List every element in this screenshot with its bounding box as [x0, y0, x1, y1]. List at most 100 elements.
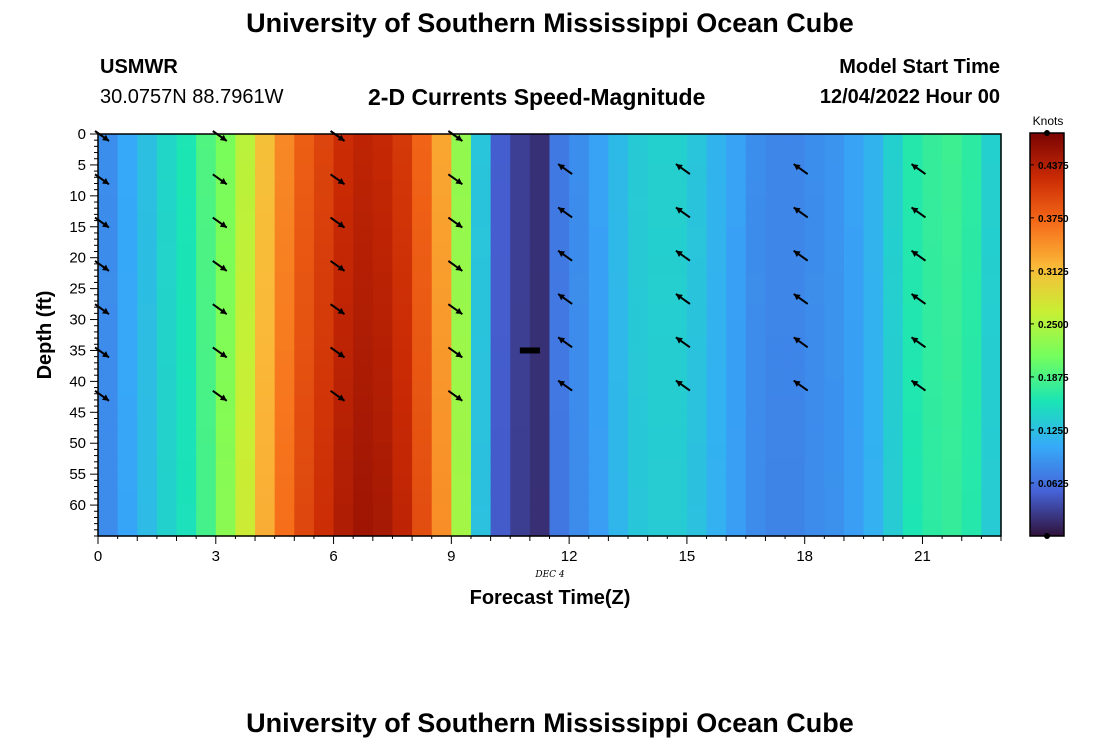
heat-cell [765, 319, 786, 336]
heat-cell [431, 319, 452, 336]
heat-cell [255, 381, 276, 398]
heat-cell [981, 273, 1002, 290]
heat-cell [981, 335, 1002, 352]
heat-cell [215, 365, 237, 382]
heat-cell [137, 489, 158, 506]
heat-cell [313, 505, 335, 522]
heat-cell [529, 164, 551, 181]
current-arrow-head [219, 351, 227, 358]
heat-cell [333, 134, 354, 151]
heat-cell [667, 226, 688, 243]
heat-cell [156, 149, 178, 166]
heat-cell [156, 505, 178, 522]
heat-cell [883, 458, 904, 475]
heat-cell [255, 149, 276, 166]
heat-cell [726, 257, 747, 274]
heat-cell [98, 195, 119, 212]
heat-cell [706, 242, 727, 259]
heat-cell [883, 396, 904, 413]
heat-cell [745, 443, 767, 460]
heat-cell [942, 195, 963, 212]
heat-cell [470, 257, 492, 274]
heat-cell [353, 365, 374, 382]
heat-cell [470, 365, 492, 382]
heat-cell [726, 365, 747, 382]
heat-cell [863, 226, 884, 243]
heat-cell [196, 319, 217, 336]
heat-cell [451, 443, 472, 460]
heat-cell [98, 164, 119, 181]
heat-cell [392, 149, 413, 166]
heat-cell [765, 273, 786, 290]
heat-cell [608, 273, 629, 290]
heat-cell [333, 335, 354, 352]
heat-cell [353, 257, 374, 274]
heat-cell [569, 458, 590, 475]
heat-cell [274, 520, 295, 537]
heat-cell [883, 381, 904, 398]
heat-cell [549, 211, 570, 228]
heat-cell [196, 489, 217, 506]
heat-cell [824, 474, 845, 491]
heat-cell [628, 164, 649, 181]
heat-cell [706, 335, 727, 352]
heat-cell [804, 149, 825, 166]
heat-cell [451, 350, 472, 367]
heat-cell [588, 520, 609, 537]
heat-cell [961, 427, 982, 444]
heat-cell [392, 164, 413, 181]
heat-cell [392, 319, 413, 336]
heat-cell [628, 242, 649, 259]
heat-cell [588, 180, 609, 197]
heat-cell [588, 505, 609, 522]
heat-cell [294, 180, 315, 197]
heat-cell [745, 365, 767, 382]
heat-cell [353, 489, 374, 506]
y-tick-label: 10 [69, 188, 86, 205]
heat-cell [333, 443, 354, 460]
heat-cell [333, 180, 354, 197]
heat-cell [215, 211, 237, 228]
heat-cell [196, 226, 217, 243]
heat-cell [785, 164, 806, 181]
y-tick-label: 55 [69, 466, 86, 483]
heat-cell [392, 458, 413, 475]
heat-cell [470, 180, 492, 197]
heat-cell [804, 443, 825, 460]
heat-cell [981, 458, 1002, 475]
heat-cell [942, 474, 963, 491]
heat-cell [451, 304, 472, 321]
heat-cell [824, 134, 845, 151]
heat-cell [824, 195, 845, 212]
heat-cell [863, 505, 884, 522]
current-arrow-head [219, 307, 227, 315]
current-arrow-head [219, 394, 227, 401]
heat-cell [156, 273, 178, 290]
heat-cell [235, 427, 256, 444]
heat-cell [137, 319, 158, 336]
heat-cell [608, 381, 629, 398]
heat-cell [353, 474, 374, 491]
heat-cell [726, 427, 747, 444]
heat-cell [451, 134, 472, 151]
heat-cell [412, 226, 433, 243]
heat-cell [529, 273, 551, 290]
heat-cell [667, 396, 688, 413]
heat-cell [942, 505, 963, 522]
heat-cell [117, 520, 138, 537]
heat-cell [137, 458, 158, 475]
heat-cell [412, 381, 433, 398]
heat-cell [510, 505, 531, 522]
heat-cell [883, 304, 904, 321]
colorbar-tick-label: 0.3125 [1038, 267, 1069, 278]
heat-cell [470, 335, 492, 352]
heat-cell [765, 381, 786, 398]
heat-cell [98, 350, 119, 367]
heat-cell [804, 412, 825, 429]
heat-cell [215, 381, 237, 398]
heat-cell [98, 396, 119, 413]
heat-cell [510, 211, 531, 228]
heat-cell [98, 412, 119, 429]
heat-cell [726, 134, 747, 151]
heat-cell [824, 273, 845, 290]
